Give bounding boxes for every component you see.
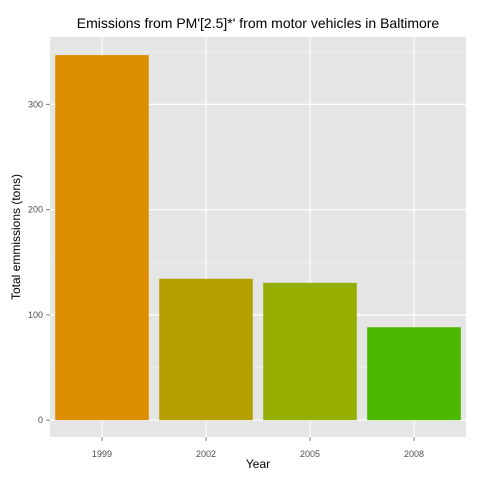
- y-axis-ticks: 0 100 200 300: [28, 99, 50, 425]
- bar-2002: [159, 278, 253, 421]
- x-axis-ticks: 1999 2002 2005 2008: [92, 437, 424, 459]
- chart-title: Emissions from PM'[2.5]*' from motor veh…: [77, 15, 440, 31]
- y-tick-label: 0: [38, 415, 43, 425]
- x-tick-label: 2008: [404, 449, 424, 459]
- bar-2008: [367, 327, 461, 421]
- x-axis-title: Year: [246, 457, 270, 471]
- bar-1999: [55, 55, 149, 421]
- y-tick-label: 200: [28, 205, 43, 215]
- x-tick-label: 1999: [92, 449, 112, 459]
- x-tick-label: 2005: [300, 449, 320, 459]
- y-tick-label: 100: [28, 310, 43, 320]
- y-axis-title: Total emmissions (tons): [9, 174, 23, 300]
- bar-series: [55, 55, 461, 421]
- bar-2005: [263, 282, 357, 421]
- x-tick-label: 2002: [196, 449, 216, 459]
- y-tick-label: 300: [28, 99, 43, 109]
